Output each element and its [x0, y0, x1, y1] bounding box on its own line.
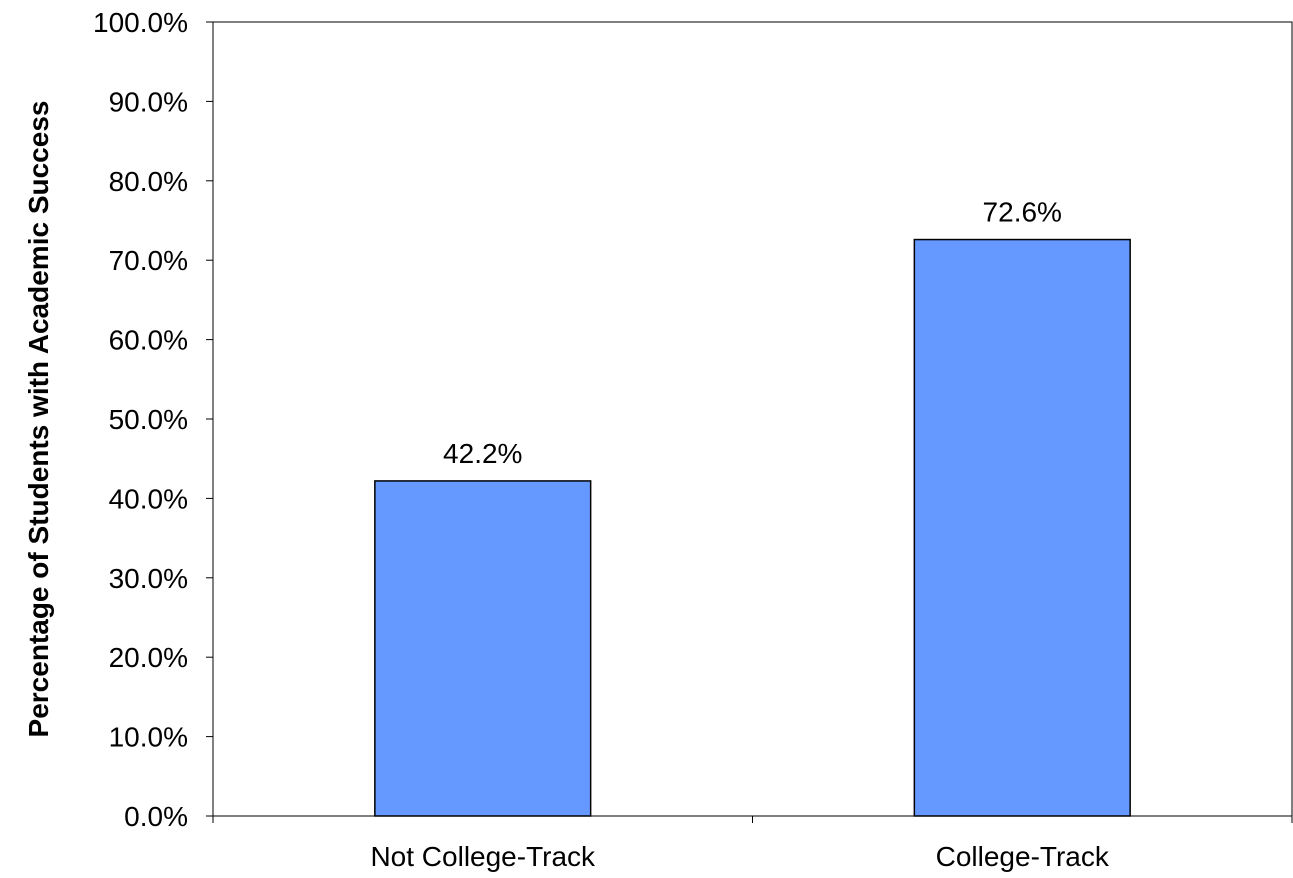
data-labels: 42.2% 72.6%: [443, 197, 1062, 469]
bar-value-label: 72.6%: [983, 197, 1062, 228]
bar-value-label: 42.2%: [443, 438, 522, 469]
y-tick-label: 40.0%: [109, 483, 188, 514]
y-tick-label: 90.0%: [109, 86, 188, 117]
x-category-label: College-Track: [936, 841, 1110, 872]
y-tick-label: 80.0%: [109, 166, 188, 197]
y-tick-label: 100.0%: [93, 7, 188, 38]
x-axis-ticks: [212, 816, 1293, 823]
y-axis-title: Percentage of Students with Academic Suc…: [23, 101, 54, 738]
y-tick-label: 60.0%: [109, 325, 188, 356]
y-tick-label: 30.0%: [109, 563, 188, 594]
y-tick-label: 10.0%: [109, 722, 188, 753]
bar: [913, 238, 1131, 817]
bar: [374, 480, 592, 817]
y-tick-label: 20.0%: [109, 642, 188, 673]
y-tick-label: 50.0%: [109, 404, 188, 435]
category-labels: Not College-Track College-Track: [370, 841, 1109, 872]
x-category-label: Not College-Track: [370, 841, 596, 872]
y-tick-label: 0.0%: [124, 801, 188, 832]
y-tick-label: 70.0%: [109, 245, 188, 276]
bar-series: [374, 238, 1131, 817]
y-axis-ticks: 0.0% 10.0% 20.0% 30.0% 40.0% 50.0% 60.0% 70.0% 8…: [93, 7, 213, 832]
